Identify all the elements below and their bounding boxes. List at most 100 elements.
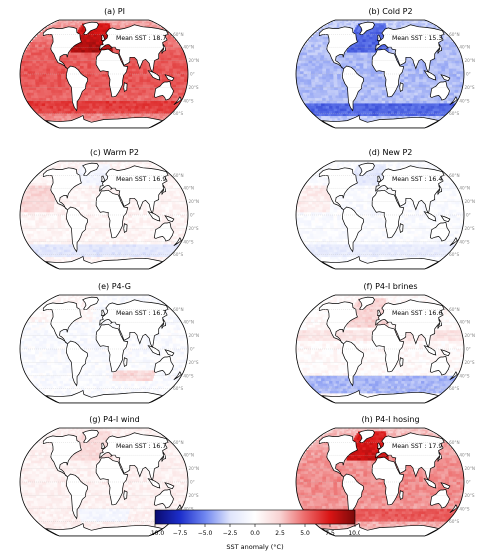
landmass-australia (429, 355, 450, 376)
robinson-map: 60°N 40°N 20°N 0° 20°S 40°S 60°S Mean SST : 16.… (19, 160, 200, 270)
lat-label: 40°N (459, 186, 470, 191)
panel-title: (c) Warm P2 (90, 148, 139, 157)
panel-b: (b) Cold P2 60°N 40°N 20°N 0° 20°S 40°S 60°S Mea… (288, 6, 493, 134)
mean-sst-label: Mean SST : 16.6 (392, 310, 442, 317)
robinson-map: 60°N 40°N 20°N 0° 20°S 40°S 60°S Mean SST : 16.… (295, 160, 476, 270)
robinson-map: 60°N 40°N 20°N 0° 20°S 40°S 60°S Mean SST : 15.… (295, 19, 476, 129)
lat-label: 20°N (465, 58, 476, 63)
landmass-madagascar (123, 490, 128, 500)
lat-label: 20°N (189, 199, 200, 204)
lat-label: 40°N (459, 453, 470, 458)
lat-label: 40°S (459, 506, 469, 511)
lat-label: 0° (466, 347, 471, 352)
mean-sst-label: Mean SST : 16.4 (392, 176, 442, 183)
mean-sst-label: Mean SST : 18.7 (116, 35, 166, 42)
landmass-new-guinea (164, 482, 175, 490)
landmass-madagascar (123, 223, 128, 233)
landmass-new-guinea (440, 482, 451, 490)
panel-h: (h) P4-I hosing 60°N 40°N 20°N 0° 20°S 40°S 60°… (288, 414, 493, 542)
sst-field (20, 295, 188, 403)
colorbar-tick-label: −10.0 (150, 530, 164, 537)
landmass-british-isles (101, 175, 106, 183)
sst-field (20, 20, 188, 128)
colorbar-tick-label: −2.5 (223, 530, 238, 537)
landmass-greenland (358, 162, 375, 176)
sst-field (296, 295, 464, 403)
colorbar-label: SST anomaly (°C) (226, 543, 284, 551)
landmass-australia (429, 488, 450, 509)
landmass-antarctica (321, 389, 440, 403)
landmass-europe-asia (99, 299, 169, 349)
robinson-map: 60°N 40°N 20°N 0° 20°S 40°S 60°S Mean SST : 16.… (19, 294, 199, 404)
landmass-madagascar (399, 82, 404, 92)
panel-c: (c) Warm P2 60°N 40°N 20°N 0° 20°S 40°S 60°S Mea… (12, 147, 217, 275)
lat-label: 60°S (173, 386, 183, 391)
landmass-africa (371, 323, 405, 373)
panel-e: (e) P4-G 60°N 40°N 20°N 0° 20°S 40°S 60°S Mean S… (12, 281, 217, 409)
landmass-greenland (82, 162, 99, 176)
lat-label: 20°S (189, 493, 199, 498)
mean-sst-label: Mean SST : 15.3 (392, 35, 442, 42)
landmass-europe-asia (99, 24, 169, 74)
colorbar-tick-label: 10.0 (348, 530, 360, 537)
landmass-antarctica (321, 255, 440, 269)
landmass-japan (161, 184, 166, 196)
lat-label: 40°S (183, 98, 193, 103)
map-outline (19, 160, 189, 270)
lat-label: 20°S (465, 360, 475, 365)
mean-sst-label: Mean SST : 16.7 (116, 310, 166, 317)
landmass-british-isles (377, 34, 382, 42)
lat-label: 20°N (465, 199, 476, 204)
colorbar-tick-label: 7.5 (325, 530, 335, 537)
sst-field (20, 161, 188, 269)
robinson-map: 60°N 40°N 20°N 0° 20°S 40°S 60°S Mean SST : 18.… (19, 19, 199, 129)
panel-title: (d) New P2 (368, 148, 413, 157)
lat-label: 20°S (189, 360, 199, 365)
sst-field (296, 161, 464, 269)
landmass-new-guinea (440, 74, 451, 82)
landmass-british-isles (377, 309, 382, 317)
landmass-europe-asia (375, 165, 445, 215)
lat-label: 20°S (465, 226, 475, 231)
map-outline (19, 427, 189, 537)
robinson-map: 60°N 40°N 20°N 0° 20°S 40°S 60°S Mean SST : 17.… (295, 427, 475, 537)
panel-a: (a) PI 60°N 40°N 20°N 0° 20°S 40°S 60°S Mean SST… (12, 6, 217, 134)
landmass-africa (95, 189, 129, 239)
landmass-europe-asia (375, 299, 445, 349)
landmass-japan (161, 451, 166, 463)
landmass-africa (371, 456, 405, 506)
landmass-greenland (358, 21, 375, 35)
colorbar-tick-label: −5.0 (198, 530, 213, 537)
lat-label: 40°S (183, 239, 193, 244)
landmass-greenland (82, 21, 99, 35)
lat-label: 0° (466, 213, 471, 218)
landmass-indonesia (423, 70, 437, 81)
panel-f: (f) P4-I brines 60°N 40°N 20°N 0° 20°S 40°S 60°… (288, 281, 493, 409)
sst-field (296, 20, 464, 128)
mean-sst-label: Mean SST : 16.7 (116, 443, 166, 450)
landmass-europe-asia (99, 432, 169, 482)
landmass-africa (95, 48, 129, 98)
landmass-greenland (358, 429, 375, 443)
mean-sst-label: Mean SST : 16.9 (116, 176, 166, 183)
lat-label: 20°S (465, 85, 475, 90)
landmass-madagascar (399, 490, 404, 500)
landmass-africa (371, 189, 405, 239)
colorbar-tick-label: 0.0 (250, 530, 260, 537)
panel-title: (e) P4-G (98, 282, 131, 291)
lat-label: 40°S (459, 373, 469, 378)
landmass-madagascar (399, 357, 404, 367)
landmass-antarctica (321, 114, 440, 128)
landmass-greenland (82, 296, 99, 310)
lat-label: 60°S (449, 111, 459, 116)
lat-label: 20°S (465, 493, 475, 498)
lat-label: 40°S (183, 506, 193, 511)
landmass-british-isles (101, 34, 106, 42)
lat-label: 40°N (459, 320, 470, 325)
landmass-australia (153, 80, 174, 101)
landmass-new-guinea (164, 74, 175, 82)
landmass-europe-asia (99, 165, 169, 215)
landmass-japan (437, 318, 442, 330)
landmass-japan (437, 184, 442, 196)
landmass-australia (429, 221, 450, 242)
